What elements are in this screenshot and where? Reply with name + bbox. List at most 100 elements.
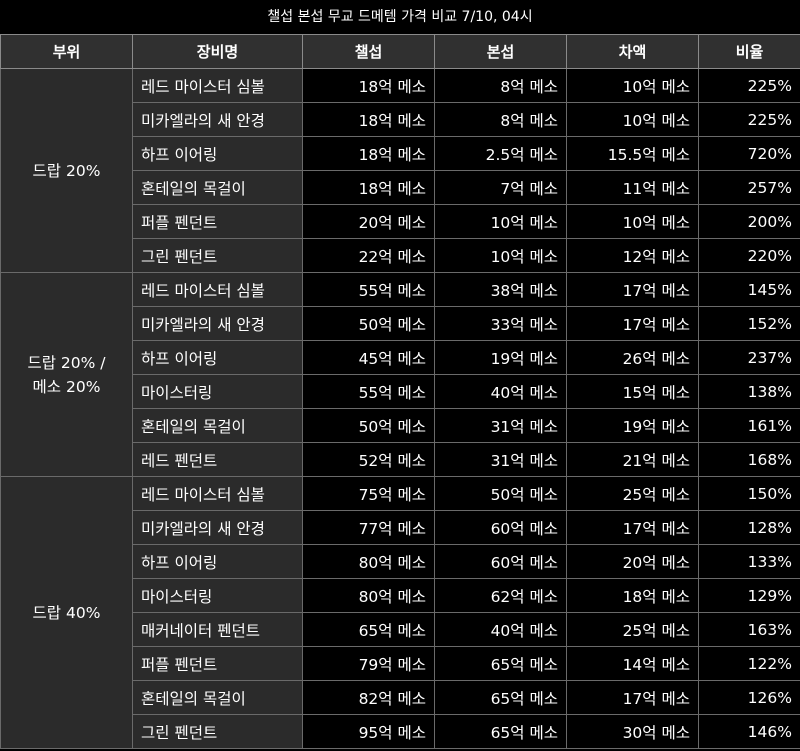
item-name-cell: 하프 이어링 — [132, 340, 303, 375]
ratio-cell: 200% — [698, 204, 800, 239]
challenger-price-cell: 52억 메소 — [302, 442, 435, 477]
main-price-cell: 10억 메소 — [434, 238, 567, 273]
difference-cell: 30억 메소 — [566, 714, 699, 749]
ratio-cell: 161% — [698, 408, 800, 443]
difference-cell: 21억 메소 — [566, 442, 699, 477]
table-row: 퍼플 펜던트 20억 메소 10억 메소 10억 메소 200% — [1, 204, 800, 239]
challenger-price-cell: 95억 메소 — [302, 714, 435, 749]
difference-cell: 15억 메소 — [566, 374, 699, 409]
difference-cell: 26억 메소 — [566, 340, 699, 375]
item-name-cell: 혼테일의 목걸이 — [132, 680, 303, 715]
difference-cell: 17억 메소 — [566, 272, 699, 307]
table-row: 그린 펜던트 95억 메소 65억 메소 30억 메소 146% — [1, 714, 800, 749]
difference-cell: 10억 메소 — [566, 204, 699, 239]
main-price-cell: 40억 메소 — [434, 612, 567, 647]
difference-cell: 14억 메소 — [566, 646, 699, 681]
ratio-cell: 225% — [698, 68, 800, 103]
item-name-cell: 그린 펜던트 — [132, 714, 303, 749]
item-name-cell: 퍼플 펜던트 — [132, 646, 303, 681]
challenger-price-cell: 18억 메소 — [302, 170, 435, 205]
ratio-cell: 220% — [698, 238, 800, 273]
item-name-cell: 미카엘라의 새 안경 — [132, 510, 303, 545]
header-part: 부위 — [0, 34, 133, 69]
price-comparison-table: 부위 장비명 챌섭 본섭 차액 비율 드랍 20% 레드 마이스터 심볼 18억 메… — [0, 34, 800, 749]
ratio-cell: 152% — [698, 306, 800, 341]
item-name-cell: 마이스터링 — [132, 374, 303, 409]
difference-cell: 20억 메소 — [566, 544, 699, 579]
header-challenger-price: 챌섭 — [302, 34, 435, 69]
challenger-price-cell: 22억 메소 — [302, 238, 435, 273]
item-name-cell: 레드 마이스터 심볼 — [132, 476, 303, 511]
challenger-price-cell: 18억 메소 — [302, 68, 435, 103]
challenger-price-cell: 82억 메소 — [302, 680, 435, 715]
table-row: 마이스터링 55억 메소 40억 메소 15억 메소 138% — [1, 374, 800, 409]
main-price-cell: 50억 메소 — [434, 476, 567, 511]
item-name-cell: 미카엘라의 새 안경 — [132, 102, 303, 137]
challenger-price-cell: 18억 메소 — [302, 102, 435, 137]
part-cell: 드랍 40% — [0, 476, 133, 749]
challenger-price-cell: 55억 메소 — [302, 374, 435, 409]
table-row: 매커네이터 펜던트 65억 메소 40억 메소 25억 메소 163% — [1, 612, 800, 647]
ratio-cell: 225% — [698, 102, 800, 137]
item-name-cell: 혼테일의 목걸이 — [132, 408, 303, 443]
main-price-cell: 33억 메소 — [434, 306, 567, 341]
part-cell: 드랍 20% / 메소 20% — [0, 272, 133, 477]
challenger-price-cell: 80억 메소 — [302, 544, 435, 579]
table-row: 퍼플 펜던트 79억 메소 65억 메소 14억 메소 122% — [1, 646, 800, 681]
main-price-cell: 2.5억 메소 — [434, 136, 567, 171]
main-price-cell: 8억 메소 — [434, 68, 567, 103]
difference-cell: 25억 메소 — [566, 612, 699, 647]
header-difference: 차액 — [566, 34, 699, 69]
ratio-cell: 133% — [698, 544, 800, 579]
item-name-cell: 레드 마이스터 심볼 — [132, 68, 303, 103]
ratio-cell: 126% — [698, 680, 800, 715]
challenger-price-cell: 20억 메소 — [302, 204, 435, 239]
table-row: 하프 이어링 80억 메소 60억 메소 20억 메소 133% — [1, 544, 800, 579]
main-price-cell: 65억 메소 — [434, 714, 567, 749]
main-price-cell: 60억 메소 — [434, 510, 567, 545]
table-row: 하프 이어링 45억 메소 19억 메소 26억 메소 237% — [1, 340, 800, 375]
header-main-price: 본섭 — [434, 34, 567, 69]
main-price-cell: 65억 메소 — [434, 646, 567, 681]
difference-cell: 17억 메소 — [566, 510, 699, 545]
ratio-cell: 129% — [698, 578, 800, 613]
difference-cell: 25억 메소 — [566, 476, 699, 511]
header-row: 부위 장비명 챌섭 본섭 차액 비율 — [0, 34, 800, 69]
challenger-price-cell: 65억 메소 — [302, 612, 435, 647]
table-row: 드랍 20% 레드 마이스터 심볼 18억 메소 8억 메소 10억 메소 225% — [0, 68, 800, 273]
ratio-cell: 150% — [698, 476, 800, 511]
main-price-cell: 8억 메소 — [434, 102, 567, 137]
challenger-price-cell: 79억 메소 — [302, 646, 435, 681]
main-price-cell: 60억 메소 — [434, 544, 567, 579]
main-price-cell: 40억 메소 — [434, 374, 567, 409]
ratio-cell: 257% — [698, 170, 800, 205]
table-row: 미카엘라의 새 안경 77억 메소 60억 메소 17억 메소 128% — [1, 510, 800, 545]
item-name-cell: 혼테일의 목걸이 — [132, 170, 303, 205]
difference-cell: 17억 메소 — [566, 306, 699, 341]
challenger-price-cell: 80억 메소 — [302, 578, 435, 613]
challenger-price-cell: 75억 메소 — [302, 476, 435, 511]
part-cell: 드랍 20% — [0, 68, 133, 273]
main-price-cell: 10억 메소 — [434, 204, 567, 239]
item-name-cell: 그린 펜던트 — [132, 238, 303, 273]
challenger-price-cell: 18억 메소 — [302, 136, 435, 171]
header-item-name: 장비명 — [132, 34, 303, 69]
table-body: 드랍 20% 레드 마이스터 심볼 18억 메소 8억 메소 10억 메소 225% 미카엘… — [0, 68, 800, 749]
item-name-cell: 하프 이어링 — [132, 544, 303, 579]
table-row: 그린 펜던트 22억 메소 10억 메소 12억 메소 220% — [1, 238, 800, 273]
main-price-cell: 38억 메소 — [434, 272, 567, 307]
ratio-cell: 168% — [698, 442, 800, 477]
table-row: 혼테일의 목걸이 82억 메소 65억 메소 17억 메소 126% — [1, 680, 800, 715]
item-name-cell: 퍼플 펜던트 — [132, 204, 303, 239]
table-row: 미카엘라의 새 안경 18억 메소 8억 메소 10억 메소 225% — [1, 102, 800, 137]
difference-cell: 10억 메소 — [566, 102, 699, 137]
difference-cell: 19억 메소 — [566, 408, 699, 443]
difference-cell: 17억 메소 — [566, 680, 699, 715]
item-name-cell: 레드 펜던트 — [132, 442, 303, 477]
ratio-cell: 720% — [698, 136, 800, 171]
item-name-cell: 하프 이어링 — [132, 136, 303, 171]
main-price-cell: 31억 메소 — [434, 442, 567, 477]
ratio-cell: 145% — [698, 272, 800, 307]
main-price-cell: 19억 메소 — [434, 340, 567, 375]
table-title: 챌섭 본섭 무교 드메템 가격 비교 7/10, 04시 — [0, 0, 800, 34]
